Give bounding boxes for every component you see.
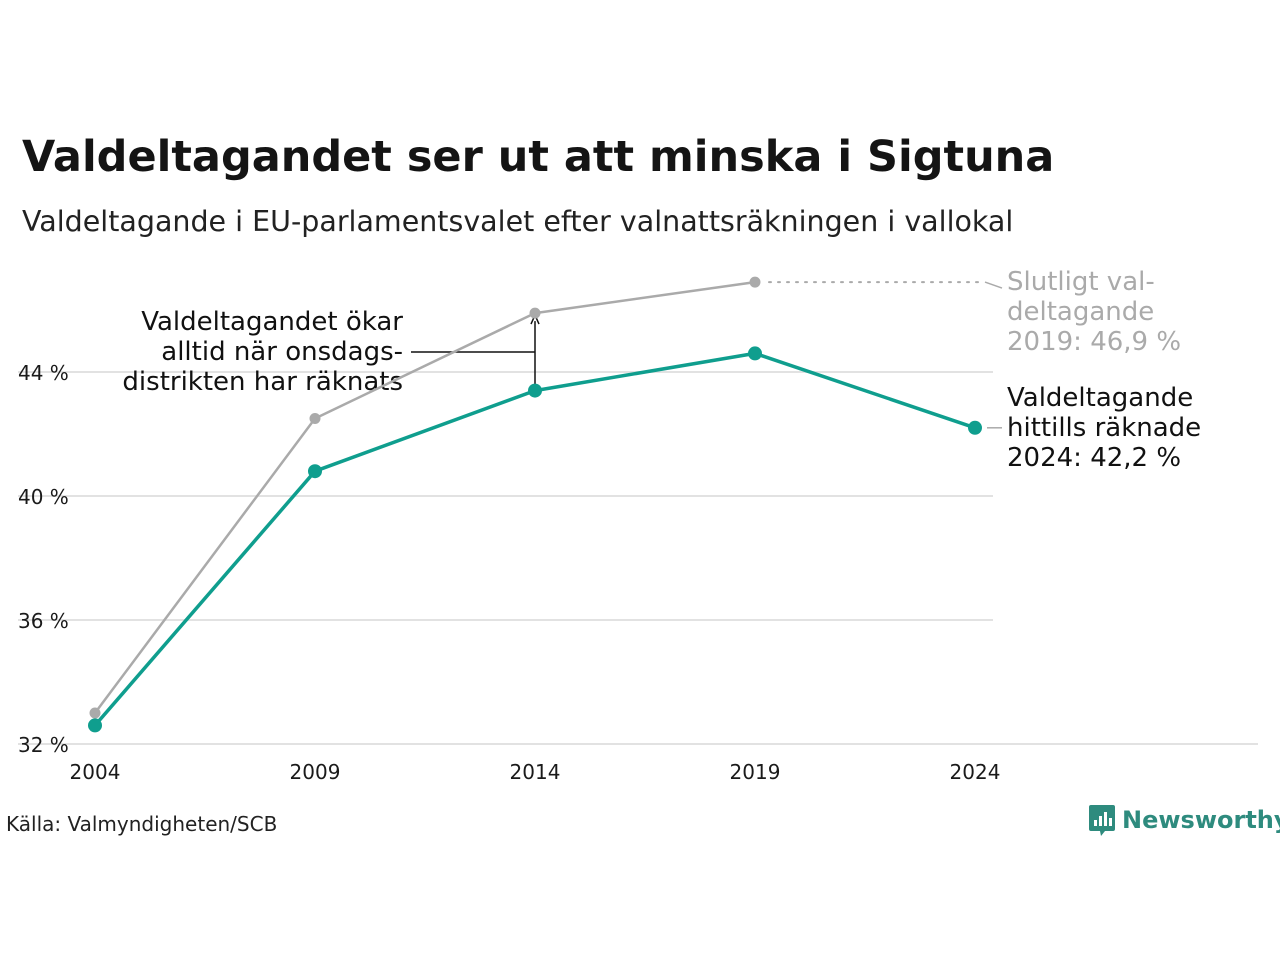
final-turnout-line [93, 280, 757, 715]
y-tick-label: 32 % [18, 733, 69, 757]
counted-turnout-point [528, 383, 542, 398]
final-turnout-label: Slutligt val- [1007, 267, 1155, 297]
counted-turnout-label: Valdeltagande [1007, 383, 1193, 413]
chart-title: Valdeltagandet ser ut att minska i Sigtu… [22, 132, 1055, 182]
y-tick-label: 44 % [18, 361, 69, 385]
x-tick-label: 2024 [950, 760, 1001, 784]
chart-subtitle: Valdeltagande i EU-parlamentsvalet efter… [22, 205, 1014, 238]
y-tick-label: 40 % [18, 485, 69, 509]
counted-turnout-point [968, 420, 982, 435]
newsworthy-logo-icon [1089, 805, 1115, 836]
source-note: Källa: Valmyndigheten/SCB [6, 812, 278, 836]
y-tick-label: 36 % [18, 609, 69, 633]
final-leader-tick [984, 281, 1003, 289]
x-tick-label: 2014 [510, 760, 561, 784]
final-turnout-point [309, 413, 321, 424]
onsdag-annotation-label: distrikten har räknats [122, 367, 403, 397]
axis-layer: 32 % 36 % 40 % 44 % 2004 2009 2014 2019 2024 [18, 361, 1000, 784]
counted-turnout-point [748, 346, 762, 361]
final-turnout-label: deltagande [1007, 297, 1154, 327]
counted-turnout-line [93, 351, 977, 728]
final-turnout-point [749, 276, 761, 288]
series-layer [88, 276, 982, 733]
counted-turnout-label: 2024: 42,2 % [1007, 443, 1181, 473]
x-tick-label: 2019 [730, 760, 781, 784]
final-turnout-label: 2019: 46,9 % [1007, 327, 1181, 357]
counted-turnout-point [88, 718, 102, 733]
final-turnout-point [89, 707, 101, 719]
onsdag-annotation-label: alltid när onsdags- [161, 337, 403, 367]
grid-layer [18, 371, 1258, 745]
onsdag-annotation-label: Valdeltagandet ökar [141, 307, 403, 337]
newsworthy-logo: Newsworthy [1088, 803, 1280, 837]
x-tick-label: 2009 [290, 760, 341, 784]
counted-turnout-point [308, 464, 322, 479]
counted-turnout-label: hittills räknade [1007, 413, 1201, 443]
final-turnout-point [529, 307, 541, 319]
x-tick-label: 2004 [70, 760, 121, 784]
newsworthy-logo-text: Newsworthy [1122, 806, 1280, 834]
